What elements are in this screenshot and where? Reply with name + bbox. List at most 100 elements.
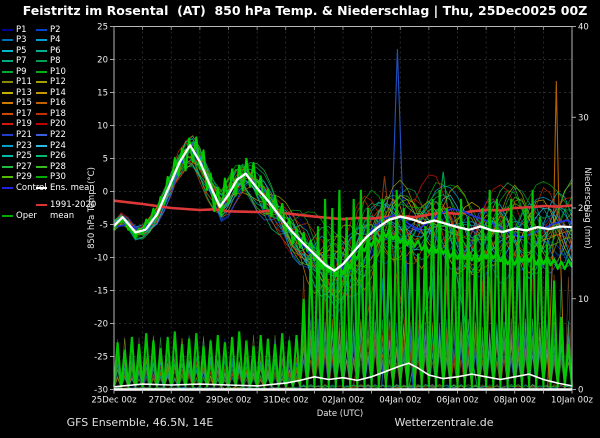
legend-swatch [2, 70, 13, 73]
legend-label: P28 [50, 161, 66, 172]
legend-item: P13 [2, 87, 36, 98]
legend-swatch [2, 49, 13, 52]
y-left-tick-label: -15 [94, 287, 108, 297]
legend-row: Control Ens. mean [2, 182, 114, 193]
legend-swatch [2, 81, 13, 84]
legend-swatch [36, 123, 47, 126]
legend-swatch [36, 144, 47, 147]
legend-label: P7 [16, 56, 27, 67]
legend-item: P9 [2, 66, 36, 77]
y-left-tick-label: -10 [94, 254, 108, 264]
legend-item: P23 [2, 140, 36, 151]
legend-label: P27 [16, 161, 32, 172]
legend-swatch [36, 176, 47, 179]
legend-swatch [36, 70, 47, 73]
member-temp-line [113, 134, 573, 271]
legend-item: P4 [36, 35, 114, 46]
legend-item: P28 [36, 161, 114, 172]
legend-row: P3 P4 [2, 35, 114, 46]
legend-item: P19 [2, 119, 36, 130]
legend-row: P17 P18 [2, 108, 114, 119]
y-left-tick-label: -30 [94, 386, 108, 396]
legend-row: P11 P12 [2, 77, 114, 88]
legend-swatch [36, 28, 47, 31]
legend-row: P25 P26 [2, 151, 114, 162]
legend-swatch [2, 214, 13, 217]
x-axis-label: Date (UTC) [316, 409, 364, 419]
legend-row: P5 P6 [2, 45, 114, 56]
legend-item: P20 [36, 119, 114, 130]
y-axis-left-label: 850 hPa Temp. (°C) [87, 167, 97, 249]
y-left-tick-label: 10 [97, 122, 108, 132]
legend-item: P10 [36, 66, 114, 77]
legend-label: P25 [16, 151, 32, 162]
legend-item: Ens. mean [36, 182, 114, 193]
legend-item: P27 [2, 161, 36, 172]
y-right-tick-label: 10 [578, 295, 589, 305]
legend-label: P8 [50, 56, 61, 67]
legend-label: P3 [16, 35, 27, 46]
legend-label: P23 [16, 140, 32, 151]
legend-swatch [2, 60, 13, 63]
legend-row: 1991-2020 [2, 200, 114, 211]
legend-item: P24 [36, 140, 114, 151]
legend-row: P13 P14 [2, 87, 114, 98]
legend-swatch [2, 144, 13, 147]
legend-label: P2 [50, 24, 61, 35]
y-left-tick-label: 20 [97, 56, 108, 66]
legend-swatch [2, 155, 13, 158]
legend-item: P8 [36, 56, 114, 67]
x-tick-label: 10Jan 00z [551, 396, 593, 406]
footer-watermark: Wetterzentrale.de [394, 416, 494, 429]
y-right-tick-label: 20 [578, 204, 589, 214]
legend-swatch [36, 186, 47, 189]
legend-item: P5 [2, 45, 36, 56]
legend-swatch [36, 81, 47, 84]
legend-swatch [36, 165, 47, 168]
legend-label: P21 [16, 130, 32, 140]
legend-row: P1 P2 [2, 24, 114, 35]
legend-label: Control [16, 182, 47, 193]
legend-label: Oper [16, 210, 37, 221]
x-tick-label: 25Dec 00z [91, 396, 137, 406]
legend-label: P14 [50, 87, 66, 98]
legend-item: P17 [2, 108, 36, 119]
legend-label: P13 [16, 87, 32, 98]
y-left-tick-label: -25 [94, 353, 108, 363]
legend-item: P2 [36, 24, 114, 35]
y-axis-right-label: Niederschlag (mm) [582, 167, 592, 249]
legend-swatch [36, 49, 47, 52]
legend-swatch [2, 186, 13, 189]
legend-swatch [2, 28, 13, 31]
legend-item: P15 [2, 98, 36, 109]
legend-label: P5 [16, 45, 27, 56]
legend-swatch [2, 123, 13, 126]
y-right-tick-label: 40 [578, 23, 589, 33]
precip-outlier-spike [547, 80, 566, 388]
legend-row: P21 P22 [2, 130, 114, 141]
legend-item: P21 [2, 130, 36, 141]
legend-swatch [36, 91, 47, 94]
legend-swatch [36, 60, 47, 63]
page-title: Feistritz im Rosental (AT) 850 hPa Temp.… [22, 3, 588, 18]
x-tick-label: 31Dec 00z [263, 396, 309, 406]
legend-swatch [2, 102, 13, 105]
y-left-tick-label: -5 [100, 221, 108, 231]
ens-mean-precip-line [113, 362, 573, 388]
legend-label: P12 [50, 77, 66, 88]
legend-label: P26 [50, 151, 66, 162]
legend-item: P18 [36, 108, 114, 119]
legend-row: Oper mean [2, 210, 114, 221]
legend-label: P19 [16, 119, 32, 130]
legend-label: Ens. mean [50, 182, 95, 193]
legend-label: P22 [50, 130, 66, 140]
legend-item: P16 [36, 98, 114, 109]
legend-item: 1991-2020 [36, 200, 114, 211]
legend-label: P9 [16, 66, 27, 77]
legend-label: mean [50, 210, 75, 221]
legend-row: P7 P8 [2, 56, 114, 67]
legend-item: P25 [2, 151, 36, 162]
legend-label: P10 [50, 66, 66, 77]
